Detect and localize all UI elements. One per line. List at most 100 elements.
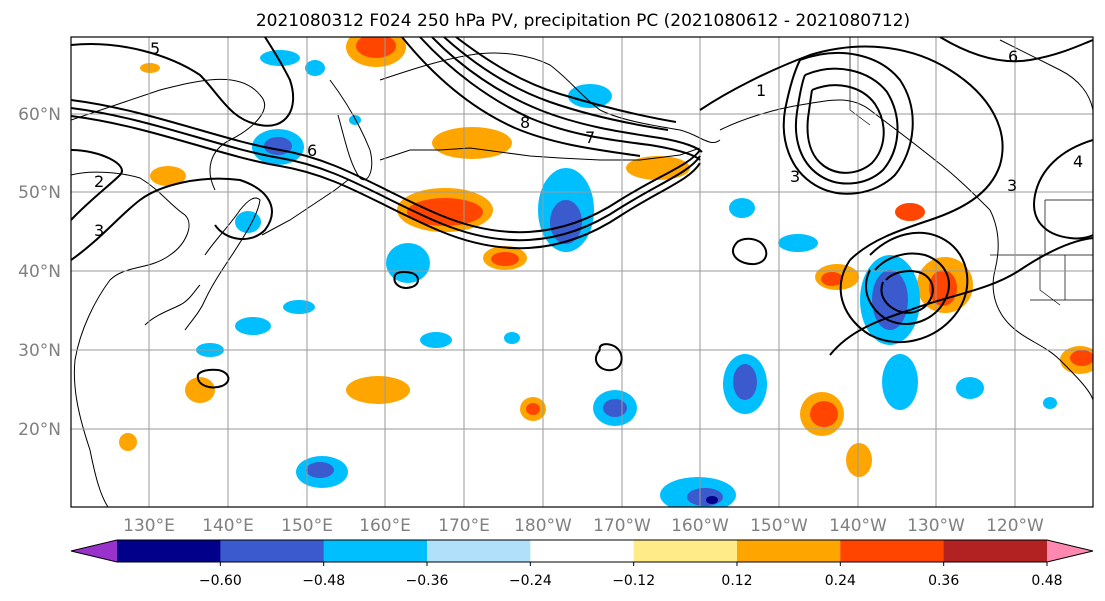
pv-contour [455, 37, 677, 123]
contour-labels: 5 6 2 3 8 7 1 6 3 3 4 [94, 39, 1083, 240]
colorbar-extension-max [1047, 540, 1093, 562]
pv-contour [71, 99, 701, 234]
contour-label: 3 [94, 221, 104, 240]
precip-positive-blob [356, 37, 396, 58]
colorbar-tick-label: −0.24 [509, 573, 552, 589]
precip-negative-blob [733, 364, 757, 400]
figure-title: 2021080312 F024 250 hPa PV, precipitatio… [256, 11, 910, 31]
precip-positive-blob [526, 403, 540, 415]
pv-contour [732, 237, 768, 266]
coastline-north-america [999, 39, 1093, 111]
precip-negative-blob [420, 332, 452, 348]
coastline-siberia [379, 52, 721, 144]
contour-label: 3 [790, 167, 800, 186]
precip-positive-blob [810, 401, 838, 427]
pv-contour [431, 37, 703, 153]
colorbar-tick-label: 0.12 [721, 573, 752, 589]
pv-contour [393, 270, 419, 289]
coastline-japan [184, 197, 261, 331]
colorbar-tick-label: −0.60 [199, 573, 242, 589]
pv-contour [443, 37, 669, 131]
contour-label: 6 [307, 141, 317, 160]
pv-contour [699, 45, 1004, 261]
map-frame [70, 36, 1094, 508]
precip-negative-blob [386, 243, 430, 283]
colorbar: −0.60 −0.48 −0.36 −0.24 −0.12 0.12 0.24 0.36 0.4… [70, 539, 1094, 589]
colorbar-segment [530, 540, 635, 562]
lon-label: 180°W [514, 516, 572, 536]
coastline-kamchatka [329, 79, 373, 181]
lon-label: 120°W [986, 516, 1044, 536]
lat-label: 30°N [18, 341, 61, 361]
precip-negative-blob [778, 234, 818, 252]
precip-negative-blob [283, 300, 315, 314]
pv-contour [71, 107, 701, 242]
colorbar-segment [117, 540, 221, 562]
precip-negative-blob [687, 488, 723, 506]
precip-positive-blob [895, 203, 925, 221]
colorbar-segment [943, 540, 1048, 562]
coastline-north-america [989, 209, 1093, 401]
colorbar-segment [323, 540, 428, 562]
lon-label: 150°E [281, 516, 333, 536]
contour-label: 8 [520, 113, 530, 132]
pv-contour [419, 37, 701, 161]
coastline-asia [71, 171, 190, 507]
colorbar-outline [70, 539, 1094, 563]
precip-positive-blob [1070, 350, 1093, 366]
contour-label: 1 [756, 81, 766, 100]
pv-contour [782, 52, 914, 195]
precip-negative-blob [349, 115, 361, 125]
pv-contour [939, 37, 1093, 63]
contour-label: 3 [1007, 176, 1017, 195]
lon-label: 170°W [593, 516, 651, 536]
colorbar-tick-label: −0.48 [302, 573, 345, 589]
precip-positive-blob [846, 443, 872, 477]
pv-contour [865, 252, 950, 325]
pv-contour [829, 237, 1093, 356]
precip-positive-blob [346, 376, 410, 404]
contour-label: 4 [1073, 152, 1083, 171]
precip-negative-blob [706, 496, 718, 504]
lon-label: 160°W [671, 516, 729, 536]
pv-contour [71, 115, 701, 250]
precip-negative-blob [306, 462, 334, 478]
coastline-aleutian [379, 147, 701, 161]
precip-negative-blob [504, 332, 520, 344]
coastline-alaska [719, 99, 991, 211]
coastline-asia [71, 78, 266, 191]
contour-label: 2 [94, 172, 104, 191]
precip-negative-blob [305, 60, 325, 76]
pv-contour [594, 343, 623, 372]
precip-negative-blob [882, 354, 918, 410]
pv-contour [880, 270, 934, 314]
colorbar-tick-label: −0.36 [406, 573, 449, 589]
precip-positive-blob [119, 433, 137, 451]
colorbar-segment [840, 540, 945, 562]
colorbar-tick-label: 0.36 [928, 573, 959, 589]
colorbar-segment [427, 540, 531, 562]
coastline-kuril [261, 179, 349, 236]
colorbar-extension-min [71, 540, 117, 562]
precip-positive-blob [491, 252, 519, 266]
pv-contours [71, 37, 1093, 389]
precip-positive-blob [626, 156, 690, 180]
pv-contour [806, 84, 885, 174]
pv-contour [71, 149, 123, 221]
precip-positive-blob [150, 166, 186, 186]
colorbar-labels: −0.60 −0.48 −0.36 −0.24 −0.12 0.12 0.24 0.36 0.4… [199, 562, 1063, 589]
lon-labels: 130°E 140°E 150°E 160°E 170°E 180°W 170°… [123, 516, 1044, 536]
pv-contour [71, 177, 273, 261]
pv-contour [71, 37, 295, 127]
pv-contour [196, 368, 230, 389]
lon-label: 150°W [750, 516, 808, 536]
contour-label: 7 [585, 128, 595, 147]
precip-negative-blob [550, 200, 582, 244]
precip-negative-blob [568, 84, 612, 108]
colorbar-segment [737, 540, 841, 562]
lat-labels: 60°N 50°N 40°N 30°N 20°N [18, 105, 61, 440]
precip-negative-blob [956, 377, 984, 399]
pv-contour [1033, 139, 1093, 240]
lon-label: 140°W [829, 516, 887, 536]
